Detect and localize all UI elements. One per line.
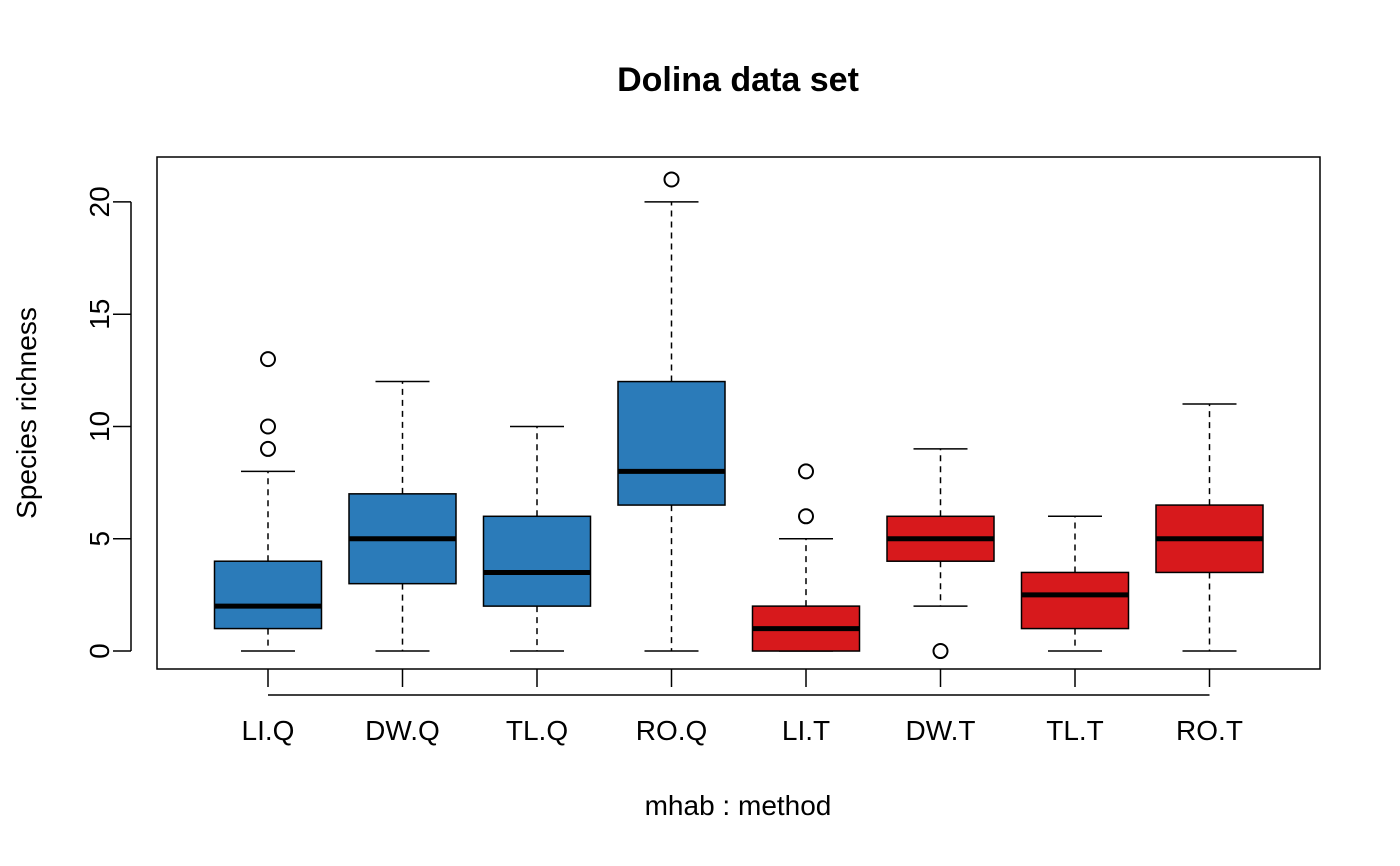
plot-frame [156, 156, 1321, 670]
box-RO.Q [617, 380, 726, 506]
x-tick-label: TL.Q [506, 715, 568, 746]
x-tick-label: RO.Q [636, 715, 708, 746]
y-tick-label: 0 [84, 643, 115, 659]
y-tick-label: 15 [84, 299, 115, 330]
x-axis-label: mhab : method [645, 790, 832, 821]
outlier-point [932, 643, 949, 660]
outlier-point [798, 463, 814, 480]
x-tick-label: RO.T [1176, 715, 1243, 746]
outlier-point [663, 171, 680, 188]
y-axis-label: Species richness [11, 307, 42, 519]
x-tick-label: LI.Q [242, 715, 295, 746]
x-tick-label: DW.T [906, 715, 976, 746]
outlier-point [260, 440, 276, 457]
chart-title: Dolina data set [617, 61, 859, 99]
outlier-point [260, 351, 276, 368]
box-TL.Q [482, 515, 592, 607]
x-tick-label: DW.Q [365, 715, 440, 746]
outlier-point [260, 418, 276, 435]
y-tick-label: 5 [84, 531, 115, 547]
box-TL.T [1020, 571, 1130, 630]
x-tick-label: TL.T [1046, 715, 1104, 746]
plot-area: 0 5 10 15 20 LI.Q DW.Q TL.Q RO.Q LI.T DW.T TL.T RO.T [84, 156, 1321, 746]
outlier-point [798, 508, 814, 525]
box-LI.Q [213, 560, 323, 630]
y-tick-label: 10 [84, 411, 115, 442]
y-tick-label: 20 [84, 186, 115, 217]
x-tick-label: LI.T [782, 715, 830, 746]
